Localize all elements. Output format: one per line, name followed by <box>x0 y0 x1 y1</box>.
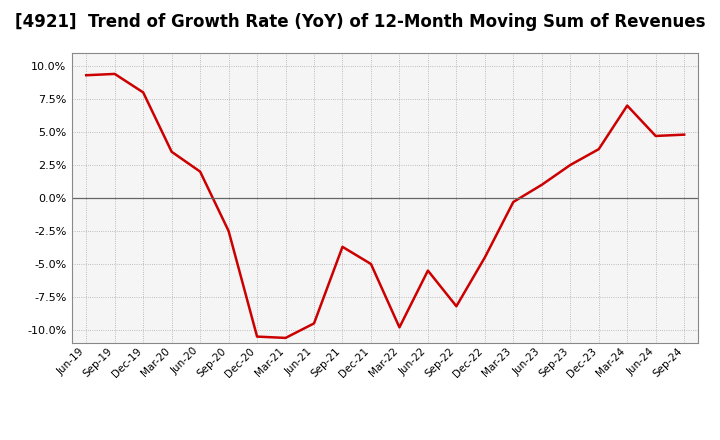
Text: [4921]  Trend of Growth Rate (YoY) of 12-Month Moving Sum of Revenues: [4921] Trend of Growth Rate (YoY) of 12-… <box>14 13 706 31</box>
